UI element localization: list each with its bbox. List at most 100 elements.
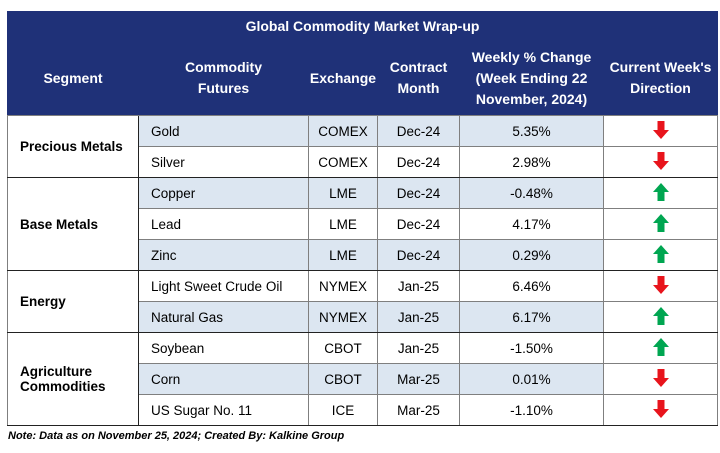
weekly-change-cell: 0.01% bbox=[459, 363, 604, 395]
weekly-change-cell: -0.48% bbox=[459, 177, 604, 209]
weekly-change-cell: 5.35% bbox=[459, 115, 604, 147]
header-weekly-line2: (Week Ending 22 bbox=[475, 69, 588, 86]
direction-cell bbox=[602, 239, 719, 271]
table-row: Agriculture Commodities Soybean CBOT Jan-25-… bbox=[7, 332, 719, 426]
segment-name-line1: Base Metals bbox=[20, 216, 99, 232]
header-exchange-label: Exchange bbox=[309, 69, 377, 86]
commodity-cell: Soybean bbox=[138, 332, 309, 364]
weekly-change-cell: 0.29% bbox=[459, 239, 604, 271]
exchange-cell: LME bbox=[308, 208, 378, 240]
segment-name-line1: Agriculture bbox=[20, 364, 93, 379]
contract-month-cell: Mar-25 bbox=[377, 363, 460, 395]
header-commodity-line2: Futures bbox=[197, 80, 250, 96]
weekly-change-cell: 6.46% bbox=[459, 270, 604, 302]
header-direction-line1: Current Week's bbox=[609, 59, 712, 75]
commodity-cell: Gold bbox=[138, 115, 309, 147]
segment-cell: Precious Metals bbox=[7, 115, 139, 178]
table-row: Lead LME Dec-24 4.17% bbox=[8, 208, 719, 240]
table-row: Precious Metals Gold COMEX Dec-24 5.35% bbox=[7, 115, 719, 178]
table-row: Base Metals Copper LME Dec-24 -0.48% bbox=[7, 177, 719, 271]
segment-name-line1: Energy bbox=[20, 294, 66, 309]
red-down-arrow-icon bbox=[652, 151, 669, 170]
weekly-change-cell: 4.17% bbox=[459, 208, 604, 240]
commodity-table: Global Commodity Market Wrap-up Segment … bbox=[6, 11, 719, 426]
red-down-arrow-icon bbox=[652, 275, 669, 294]
commodity-table-container: Global Commodity Market Wrap-up Segment … bbox=[6, 11, 719, 426]
contract-month-cell: Jan-25 bbox=[377, 301, 460, 333]
table-row: Energy Light Sweet Crude Oil NYMEX Jan-25 6.… bbox=[7, 270, 719, 333]
table-body: Precious Metals Gold COMEX Dec-24 5.35% Silve… bbox=[7, 115, 719, 426]
commodity-cell: US Sugar No. 11 bbox=[138, 394, 309, 426]
direction-cell bbox=[602, 301, 719, 333]
contract-month-cell: Dec-24 bbox=[377, 239, 460, 271]
red-down-arrow-icon bbox=[652, 399, 669, 418]
weekly-change-cell: 6.17% bbox=[459, 301, 604, 333]
direction-cell bbox=[602, 177, 719, 209]
header-segment: Segment bbox=[7, 40, 139, 116]
commodity-cell: Light Sweet Crude Oil bbox=[138, 270, 309, 302]
exchange-cell: ICE bbox=[308, 394, 378, 426]
exchange-cell: NYMEX bbox=[308, 270, 378, 302]
contract-month-cell: Dec-24 bbox=[377, 208, 460, 240]
header-contract-line1: Contract bbox=[389, 59, 448, 75]
contract-month-cell: Dec-24 bbox=[377, 177, 460, 209]
header-commodity: Commodity Futures bbox=[138, 40, 309, 116]
green-up-arrow-icon bbox=[652, 182, 669, 201]
header-contract-line2: Month bbox=[397, 80, 440, 96]
green-up-arrow-icon bbox=[652, 213, 669, 232]
table-row: Silver COMEX Dec-24 2.98% bbox=[8, 146, 719, 178]
exchange-cell: LME bbox=[308, 239, 378, 271]
weekly-change-cell: 2.98% bbox=[459, 146, 604, 178]
header-exchange: Exchange bbox=[308, 40, 378, 116]
exchange-cell: CBOT bbox=[308, 332, 378, 364]
contract-month-cell: Jan-25 bbox=[377, 332, 460, 364]
header-segment-label: Segment bbox=[43, 69, 103, 86]
header-weekly-line1: Weekly % Change bbox=[471, 48, 592, 65]
contract-month-cell: Dec-24 bbox=[377, 115, 460, 147]
segment-cell: Agriculture Commodities bbox=[7, 332, 139, 426]
contract-month-cell: Mar-25 bbox=[377, 394, 460, 426]
green-up-arrow-icon bbox=[652, 244, 669, 263]
exchange-cell: NYMEX bbox=[308, 301, 378, 333]
header-weekly-change: Weekly % Change (Week Ending 22 November, … bbox=[459, 40, 604, 116]
direction-cell bbox=[602, 332, 719, 364]
commodity-cell: Lead bbox=[138, 208, 309, 240]
commodity-cell: Corn bbox=[138, 363, 309, 395]
red-down-arrow-icon bbox=[652, 120, 669, 139]
exchange-cell: COMEX bbox=[308, 146, 378, 178]
contract-month-cell: Jan-25 bbox=[377, 270, 460, 302]
segment-name-line2: Commodities bbox=[20, 379, 106, 394]
direction-cell bbox=[602, 208, 719, 240]
commodity-cell: Zinc bbox=[138, 239, 309, 271]
commodity-cell: Copper bbox=[138, 177, 309, 209]
segment-cell: Energy bbox=[7, 270, 139, 333]
table-row: Corn CBOT Mar-25 0.01% bbox=[8, 363, 719, 395]
segment-cell: Base Metals bbox=[7, 177, 139, 271]
direction-cell bbox=[602, 394, 719, 426]
exchange-cell: CBOT bbox=[308, 363, 378, 395]
commodity-cell: Silver bbox=[138, 146, 309, 178]
direction-cell bbox=[602, 146, 719, 178]
contract-month-cell: Dec-24 bbox=[377, 146, 460, 178]
table-row: US Sugar No. 11 ICE Mar-25 -1.10% bbox=[8, 394, 719, 426]
header-direction-line2: Direction bbox=[630, 80, 691, 96]
green-up-arrow-icon bbox=[652, 306, 669, 325]
weekly-change-cell: -1.50% bbox=[459, 332, 604, 364]
exchange-cell: COMEX bbox=[308, 115, 378, 147]
footnote: Note: Data as on November 25, 2024; Crea… bbox=[8, 430, 345, 442]
header-direction: Current Week's Direction bbox=[602, 40, 719, 116]
exchange-cell: LME bbox=[308, 177, 378, 209]
segment-name-line1: Precious Metals bbox=[20, 139, 123, 154]
direction-cell bbox=[602, 270, 719, 302]
weekly-change-cell: -1.10% bbox=[459, 394, 604, 426]
commodity-cell: Natural Gas bbox=[138, 301, 309, 333]
direction-cell bbox=[602, 115, 719, 147]
header-weekly-line3: November, 2024) bbox=[475, 90, 588, 107]
green-up-arrow-icon bbox=[652, 337, 669, 356]
header-contract-month: Contract Month bbox=[377, 40, 460, 116]
red-down-arrow-icon bbox=[652, 368, 669, 387]
table-row: Natural Gas NYMEX Jan-25 6.17% bbox=[8, 301, 719, 333]
direction-cell bbox=[602, 363, 719, 395]
header-commodity-line1: Commodity bbox=[185, 59, 262, 75]
table-title: Global Commodity Market Wrap-up bbox=[6, 11, 719, 41]
